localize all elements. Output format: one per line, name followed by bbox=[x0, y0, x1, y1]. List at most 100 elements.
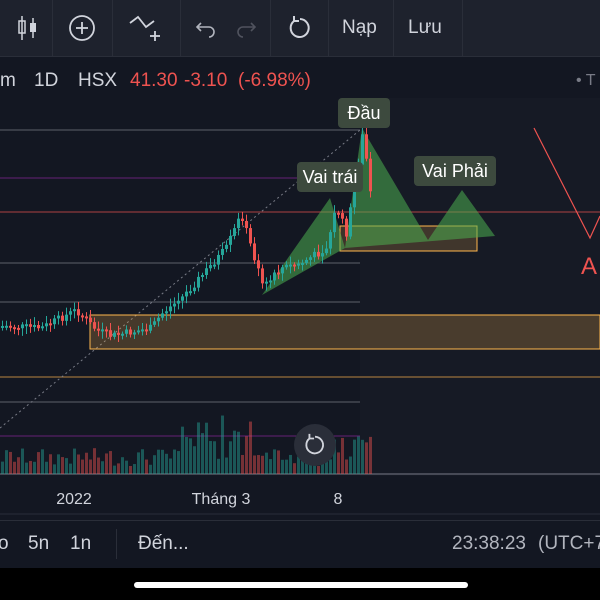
candle-body bbox=[89, 317, 92, 323]
right-shoulder-label-box bbox=[414, 156, 496, 186]
volume-bar bbox=[205, 422, 208, 474]
home-indicator[interactable] bbox=[134, 582, 468, 588]
candle-body bbox=[1, 325, 4, 328]
system-home-bar bbox=[0, 568, 600, 600]
candle-body bbox=[85, 316, 88, 319]
volume-bar bbox=[193, 446, 196, 474]
candle-body bbox=[177, 300, 180, 304]
volume-bar bbox=[357, 436, 360, 474]
candle-body bbox=[221, 248, 224, 255]
right-edge-label: A bbox=[581, 253, 597, 280]
candle-body bbox=[117, 332, 120, 335]
candles-icon[interactable] bbox=[10, 0, 46, 56]
volume-bar bbox=[13, 461, 16, 474]
volume-bar bbox=[141, 449, 144, 474]
range-5y-button[interactable]: 5n bbox=[28, 533, 50, 554]
candle-body bbox=[105, 329, 108, 332]
reset-chart-icon[interactable] bbox=[282, 0, 318, 56]
price-change: -3.10 bbox=[184, 70, 228, 91]
goto-date-button[interactable]: Đến... bbox=[138, 533, 189, 554]
volume-bar bbox=[273, 449, 276, 474]
candle-body bbox=[17, 327, 20, 330]
volume-bar bbox=[133, 464, 136, 474]
candle-body bbox=[189, 291, 192, 294]
symbol-name[interactable]: m bbox=[0, 70, 16, 91]
volume-bar bbox=[161, 449, 164, 474]
volume-bar bbox=[361, 439, 364, 474]
volume-bar bbox=[281, 459, 284, 474]
volume-bar bbox=[213, 441, 216, 474]
clock-time: 23:38:23 bbox=[452, 533, 526, 554]
timezone-button[interactable]: (UTC+7 bbox=[538, 533, 600, 554]
volume-bar bbox=[113, 465, 116, 474]
volume-bar bbox=[69, 463, 72, 474]
save-button[interactable]: Lưu bbox=[408, 17, 442, 38]
candle-body bbox=[57, 315, 60, 319]
volume-bar bbox=[209, 441, 212, 474]
interval-label[interactable]: 1D bbox=[34, 70, 59, 91]
price-chart[interactable]: Đầu Vai trái Vai Phải A 2022 Tháng 3 8 bbox=[0, 98, 600, 516]
volume-bar bbox=[249, 421, 252, 474]
volume-bar bbox=[305, 457, 308, 474]
x-tick-label: 2022 bbox=[56, 491, 92, 508]
range-fragment[interactable]: o bbox=[0, 533, 9, 554]
candle-body bbox=[361, 134, 364, 165]
volume-bar bbox=[29, 460, 32, 474]
candle-body bbox=[9, 325, 12, 328]
candle-body bbox=[77, 309, 80, 316]
redo-icon[interactable] bbox=[232, 0, 260, 56]
candle-body bbox=[341, 213, 344, 219]
volume-bar bbox=[5, 450, 8, 474]
volume-bar bbox=[77, 454, 80, 474]
volume-bar bbox=[365, 442, 368, 474]
volume-bar bbox=[297, 456, 300, 474]
support-zone bbox=[89, 314, 600, 350]
candle-body bbox=[293, 264, 296, 267]
candle-body bbox=[65, 314, 68, 321]
reset-view-button[interactable] bbox=[294, 424, 336, 466]
volume-bar bbox=[181, 426, 184, 474]
right-indicator-fragment: • T bbox=[576, 72, 596, 89]
head-label: Đầu bbox=[347, 103, 380, 123]
candle-body bbox=[37, 325, 40, 329]
volume-bar bbox=[125, 460, 128, 474]
volume-bar bbox=[45, 461, 48, 474]
load-button[interactable]: Nạp bbox=[342, 17, 377, 38]
candle-body bbox=[121, 333, 124, 336]
candle-body bbox=[33, 325, 36, 328]
volume-bar bbox=[277, 450, 280, 474]
candle-body bbox=[113, 332, 116, 337]
volume-bar bbox=[301, 454, 304, 474]
volume-bar bbox=[289, 454, 292, 474]
candle-body bbox=[21, 324, 24, 329]
candle-body bbox=[245, 220, 248, 229]
candle-body bbox=[185, 291, 188, 297]
candle-body bbox=[257, 260, 260, 269]
candle-body bbox=[213, 264, 216, 267]
candle-body bbox=[149, 324, 152, 331]
candle-body bbox=[325, 248, 328, 254]
bottom-range-bar: o 5n 1n Đến... 23:38:23 (UTC+7 bbox=[0, 520, 600, 569]
volume-bar bbox=[197, 422, 200, 474]
add-indicator-icon[interactable] bbox=[62, 0, 102, 56]
candle-body bbox=[229, 235, 232, 245]
candle-body bbox=[261, 268, 264, 284]
chart-canvas[interactable]: Đầu Vai trái Vai Phải A 2022 Tháng 3 8 bbox=[0, 98, 600, 516]
volume-bar bbox=[325, 460, 328, 474]
volume-bar bbox=[93, 448, 96, 474]
x-tick-label: Tháng 3 bbox=[192, 491, 251, 508]
candle-body bbox=[41, 326, 44, 329]
candle-body bbox=[209, 265, 212, 269]
candle-body bbox=[145, 329, 148, 332]
volume-bar bbox=[37, 452, 40, 474]
volume-bar bbox=[173, 449, 176, 474]
compare-symbol-icon[interactable] bbox=[124, 0, 168, 56]
volume-bar bbox=[53, 464, 56, 474]
candle-body bbox=[333, 212, 336, 233]
undo-icon[interactable] bbox=[192, 0, 220, 56]
range-1y-button[interactable]: 1n bbox=[70, 533, 92, 554]
volume-bar bbox=[157, 449, 160, 474]
candle-body bbox=[297, 263, 300, 266]
candle-body bbox=[165, 311, 168, 314]
candle-body bbox=[317, 251, 320, 257]
